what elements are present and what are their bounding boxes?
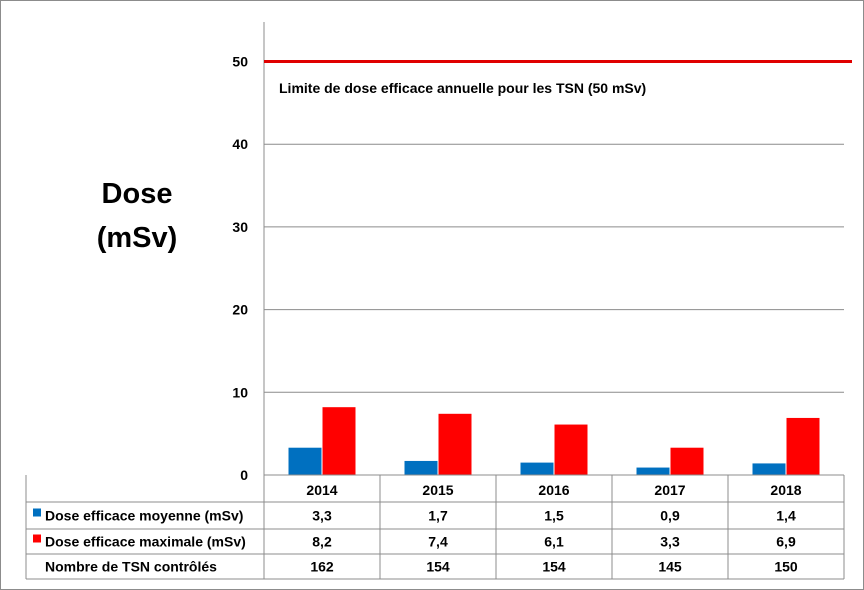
x-tick-label: 2017 [654,482,685,498]
legend-swatch [33,534,41,543]
table-value: 7,4 [428,534,448,550]
y-axis-label-line2: (mSv) [96,222,178,254]
table-value: 154 [542,559,566,575]
bar-maximale [670,447,704,475]
bar-maximale [322,407,356,475]
y-axis-label-line1: Dose [101,178,173,210]
bar-maximale [554,424,588,475]
table-row-label: Nombre de TSN contrôlés [45,559,217,575]
y-tick-label: 0 [240,467,248,483]
reference-line-label: Limite de dose efficace annuelle pour le… [279,80,646,96]
bar-moyenne [752,463,786,475]
y-tick-label: 30 [232,219,248,235]
table-value: 8,2 [312,534,332,550]
table-value: 162 [310,559,334,575]
table-value: 6,1 [544,534,564,550]
bar-moyenne [520,462,554,475]
legend-entry: Dose efficace maximale (mSv) [45,534,246,550]
table-value: 150 [774,559,798,575]
y-tick-label: 50 [232,54,248,70]
table-value: 6,9 [776,534,796,550]
legend-entry: Dose efficace moyenne (mSv) [45,508,243,524]
legend-swatch [33,508,41,517]
table-value: 3,3 [312,508,332,524]
y-tick-label: 10 [232,384,248,400]
x-tick-label: 2014 [306,482,337,498]
table-value: 0,9 [660,508,680,524]
bar-moyenne [404,460,438,475]
table-value: 145 [658,559,682,575]
y-tick-label: 20 [232,302,248,318]
bar-maximale [438,413,472,475]
table-value: 1,7 [428,508,448,524]
y-tick-label: 40 [232,136,248,152]
bar-moyenne [636,467,670,475]
x-tick-label: 2018 [770,482,801,498]
x-tick-label: 2015 [422,482,453,498]
table-value: 1,4 [776,508,796,524]
table-value: 154 [426,559,450,575]
table-value: 3,3 [660,534,680,550]
x-tick-label: 2016 [538,482,569,498]
table-value: 1,5 [544,508,564,524]
bar-moyenne [288,447,322,475]
bar-maximale [786,417,820,475]
